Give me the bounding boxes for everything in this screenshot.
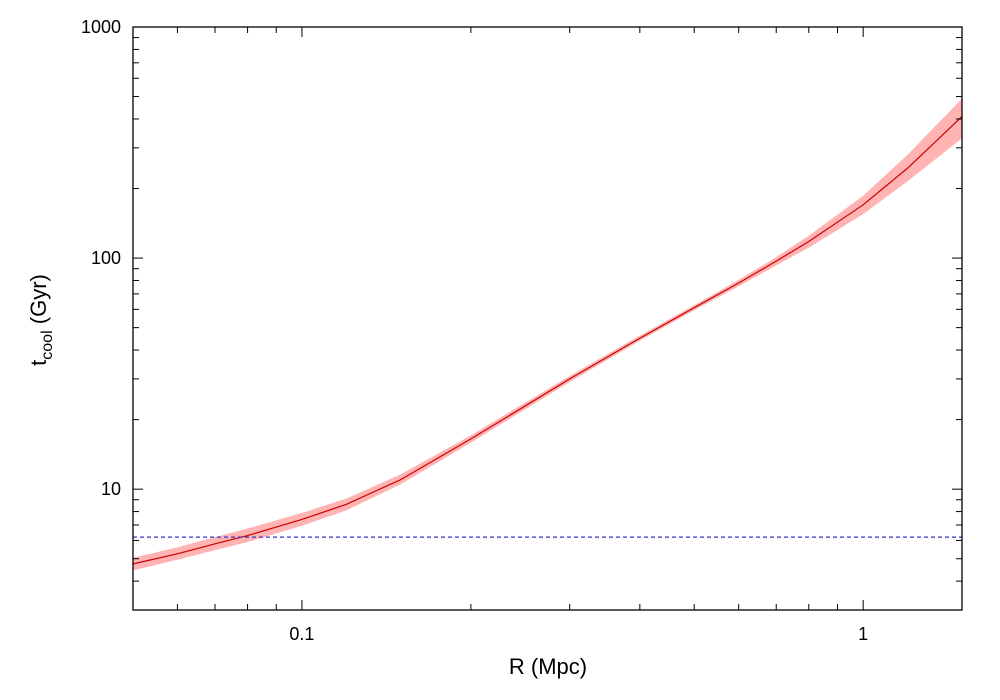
series-line: [132, 116, 963, 565]
label-layer: 0.1 1 10 100 1000: [81, 17, 868, 644]
x-axis-title: R (Mpc): [509, 654, 587, 679]
y-tick-label: 1000: [81, 17, 121, 37]
confidence-band: [133, 98, 962, 571]
y-axis-title-subscript: cool: [39, 330, 56, 359]
y-axis-title-suffix: (Gyr): [26, 274, 51, 330]
y-axis-title-base: t: [26, 360, 51, 366]
band-layer: [133, 98, 962, 571]
y-axis-title: tcool (Gyr): [26, 274, 56, 366]
line-layer: [132, 116, 963, 565]
y-tick-label: 10: [101, 479, 121, 499]
y-tick-label: 100: [91, 248, 121, 268]
tick-layer: [132, 26, 962, 611]
x-tick-label: 1: [858, 624, 868, 644]
plot-frame: [132, 26, 963, 611]
x-tick-label: 0.1: [289, 624, 314, 644]
